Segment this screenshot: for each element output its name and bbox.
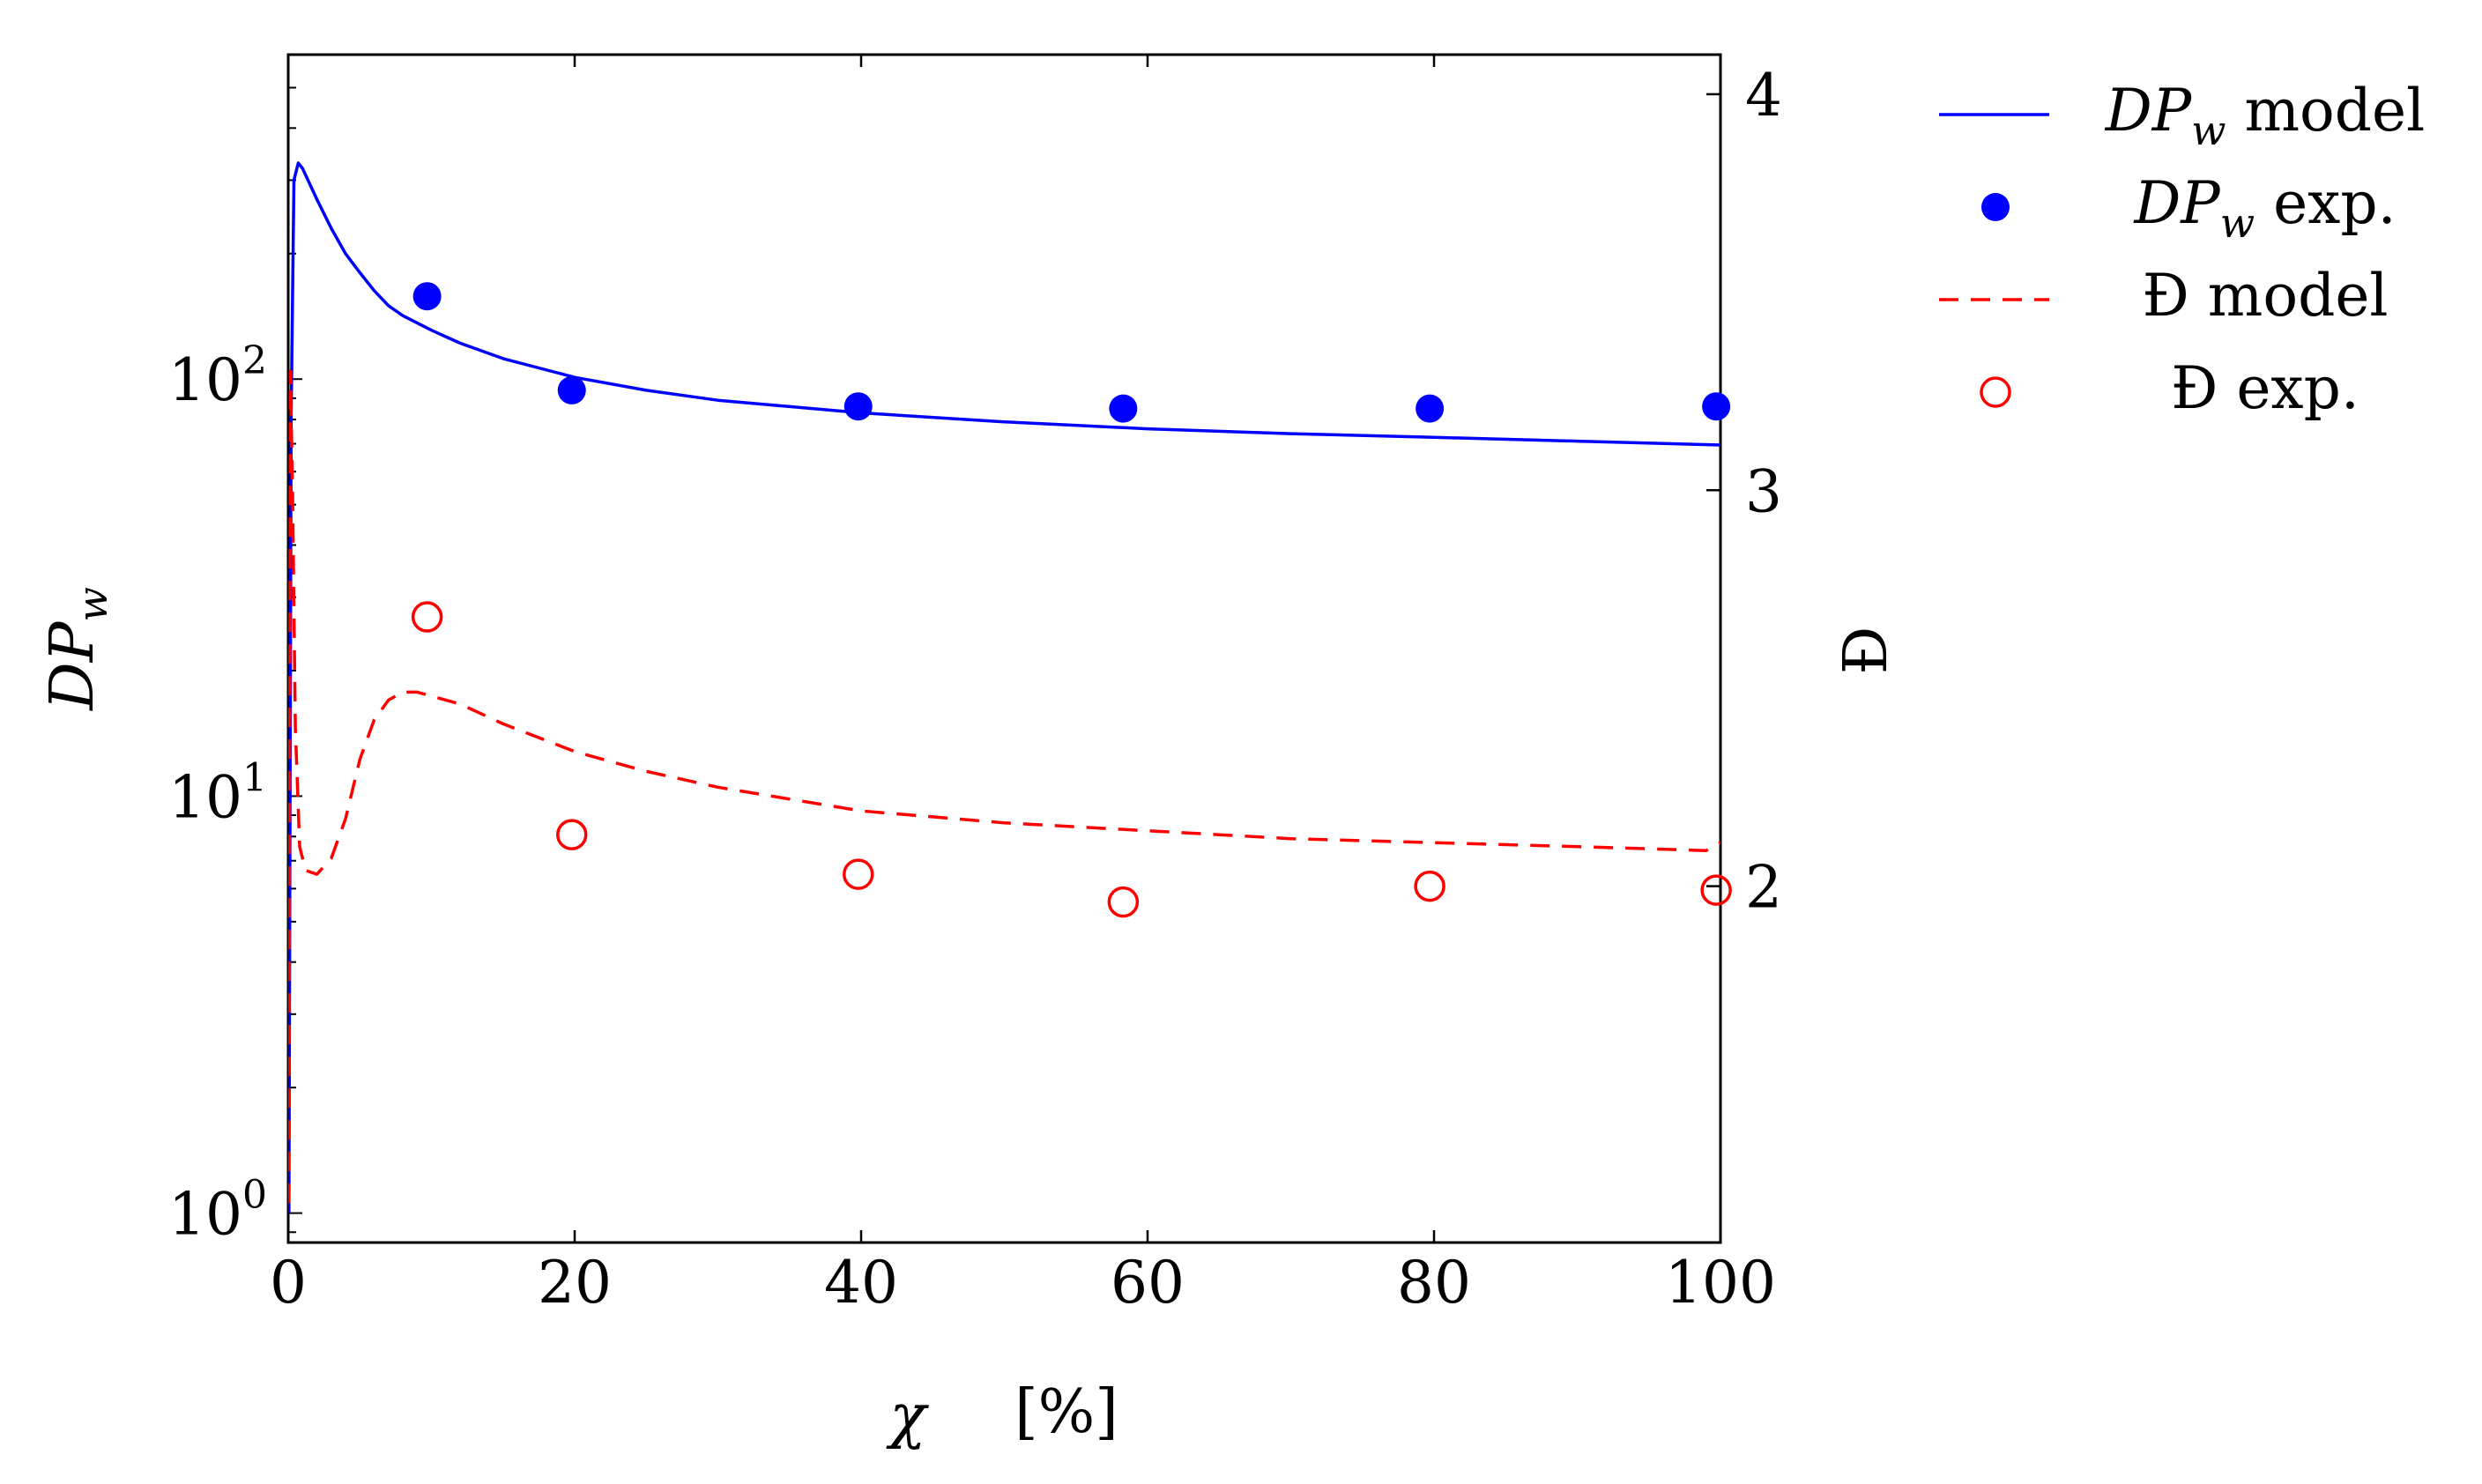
legend-entry: Đ exp. xyxy=(2171,354,2359,422)
x-tick-label: 40 xyxy=(824,1249,898,1317)
legend-entry: DPw exp. xyxy=(2133,169,2396,247)
y-right-axis-label: Đ xyxy=(1832,627,1901,675)
legend: DPw model DPw exp. Đ model Đ exp. xyxy=(1939,77,2425,422)
data-point xyxy=(557,375,586,404)
x-tick-label: 100 xyxy=(1665,1249,1776,1317)
y-left-tick-label: 101 xyxy=(168,755,267,831)
legend-entry: DPw model xyxy=(2105,77,2425,154)
x-tick-label: 60 xyxy=(1111,1249,1185,1317)
data-point xyxy=(1416,394,1445,423)
x-tick-label: 20 xyxy=(538,1249,612,1317)
data-point xyxy=(411,601,443,633)
legend-swatch xyxy=(1980,376,2011,408)
legend-entry: Đ model xyxy=(2143,262,2389,330)
data-point xyxy=(843,858,874,890)
x-axis-unit: [%] xyxy=(1014,1377,1118,1447)
data-point xyxy=(1414,870,1445,902)
y-left-tick-label: 102 xyxy=(168,338,267,414)
x-tick-label: 80 xyxy=(1397,1249,1471,1317)
series-group xyxy=(288,161,1720,1213)
series-line xyxy=(288,161,1720,1213)
plot-frame xyxy=(286,53,1722,1244)
data-point xyxy=(1107,886,1140,918)
data-point xyxy=(1109,394,1138,423)
data-point xyxy=(1702,392,1731,421)
x-tick-label: 0 xyxy=(270,1249,307,1317)
data-point xyxy=(843,392,873,421)
y-right-tick-label: 2 xyxy=(1745,854,1782,922)
data-point xyxy=(556,819,588,850)
series-layer xyxy=(288,161,1732,1213)
y-right-tick-label: 4 xyxy=(1745,62,1782,130)
series-line xyxy=(288,369,1720,1204)
legend-swatch xyxy=(1981,193,2010,221)
y-left-tick-label: 100 xyxy=(168,1173,267,1249)
y-right-tick-label: 3 xyxy=(1745,457,1782,525)
axes-layer: 0 20 40 60 80 100 100 101 102 2 3 4 χ [%] DPw Đ xyxy=(38,53,1901,1451)
y-left-axis-label: DPw xyxy=(38,587,116,712)
data-point xyxy=(412,282,442,311)
data-point xyxy=(1700,874,1732,906)
x-axis-label: χ xyxy=(886,1382,929,1451)
